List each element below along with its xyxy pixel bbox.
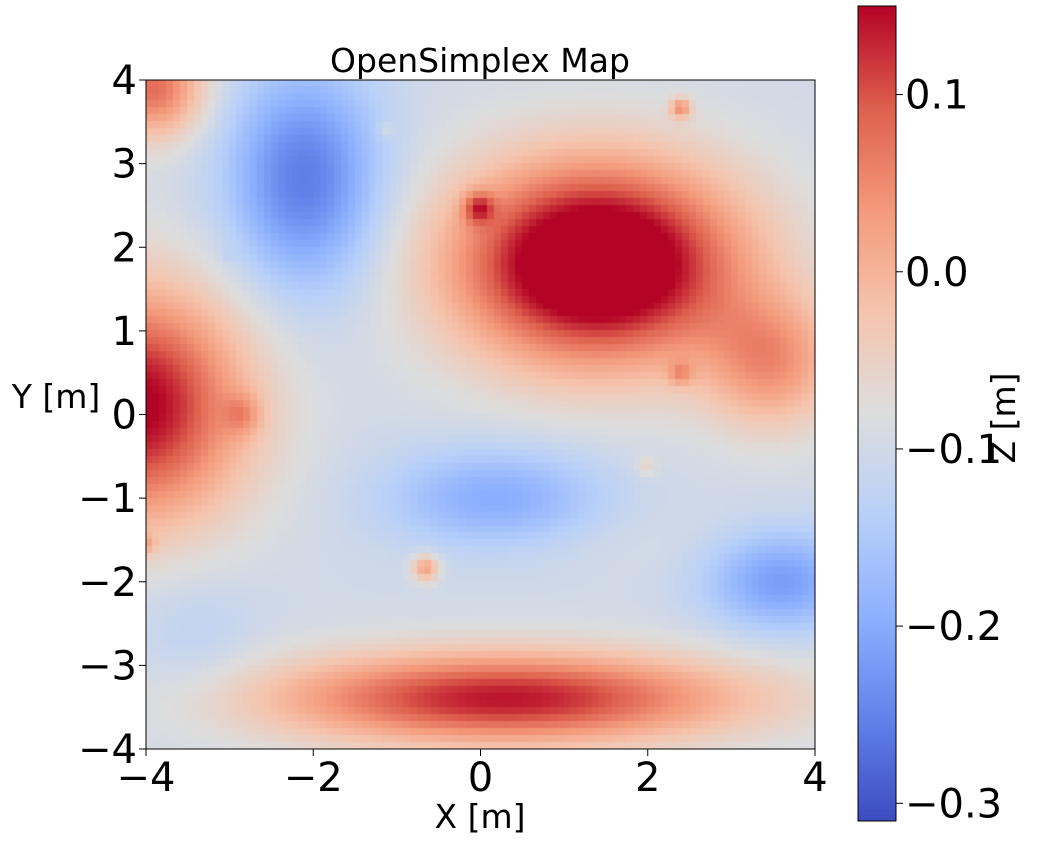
heatmap-image bbox=[146, 80, 815, 749]
colorbar-gradient bbox=[858, 6, 896, 821]
y-tick-label: 1 bbox=[112, 309, 137, 355]
x-axis: −4 −2 0 2 4 bbox=[117, 749, 828, 801]
y-axis-label: Y [m] bbox=[11, 377, 101, 416]
colorbar-tick-label: −0.2 bbox=[905, 604, 1002, 650]
x-tick-label: 4 bbox=[802, 755, 827, 801]
colorbar-ticks: −0.3 −0.2 −0.1 0.0 0.1 bbox=[896, 73, 1002, 827]
x-tick-label: −4 bbox=[117, 755, 176, 801]
colorbar-tick-label: −0.3 bbox=[905, 781, 1002, 827]
y-tick-label: 2 bbox=[112, 225, 137, 271]
y-tick-label: 0 bbox=[112, 393, 137, 439]
y-tick-label: −4 bbox=[78, 727, 137, 773]
x-tick-label: 0 bbox=[468, 755, 493, 801]
colorbar: −0.3 −0.2 −0.1 0.0 0.1 Z [m] bbox=[857, 5, 1023, 827]
y-axis: −4 −3 −2 −1 0 1 2 3 4 bbox=[78, 58, 146, 773]
colorbar-frame bbox=[857, 5, 897, 822]
y-tick-label: 4 bbox=[112, 58, 137, 104]
heatmap-image-wrapper bbox=[146, 80, 815, 749]
x-axis-label: X [m] bbox=[435, 797, 526, 836]
colorbar-tick-label: 0.1 bbox=[905, 73, 969, 119]
colorbar-label: Z [m] bbox=[984, 373, 1023, 464]
y-tick-label: −1 bbox=[78, 476, 137, 522]
y-tick-label: −3 bbox=[78, 643, 137, 689]
x-tick-label: 2 bbox=[635, 755, 660, 801]
colorbar-tick-label: 0.0 bbox=[905, 250, 969, 296]
x-tick-label: −2 bbox=[284, 755, 343, 801]
colorbar-tick-label: −0.1 bbox=[905, 427, 1002, 473]
y-tick-label: −2 bbox=[78, 560, 137, 606]
heatmap-plot-area bbox=[145, 79, 816, 750]
chart-title: OpenSimplex Map bbox=[330, 41, 630, 80]
colorbar-gradient-wrapper bbox=[858, 6, 896, 821]
y-tick-label: 3 bbox=[112, 142, 137, 188]
